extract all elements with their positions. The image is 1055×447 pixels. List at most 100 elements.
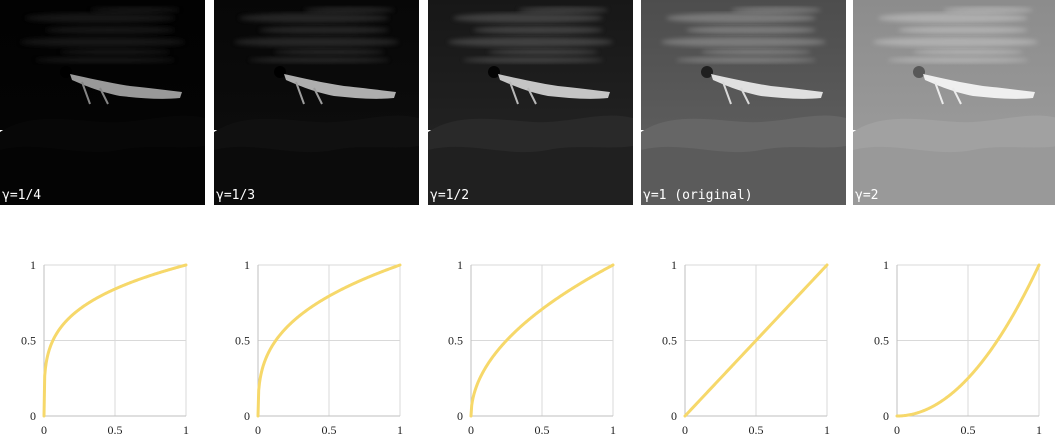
y-tick-label: 0 xyxy=(30,409,36,423)
chart-svg: 0 0.5 1 0 0.5 1 xyxy=(874,258,1042,437)
gamma-curve-chart-5: 0 0.5 1 0 0.5 1 xyxy=(863,252,1053,447)
water-reflection xyxy=(304,7,394,13)
water-reflection xyxy=(518,7,608,13)
y-tick-label: 1 xyxy=(30,258,36,272)
figure-dress xyxy=(923,74,1035,99)
water-reflection xyxy=(463,57,603,63)
rock-shadow xyxy=(853,146,1055,205)
water-reflection xyxy=(873,37,1038,47)
water-reflection xyxy=(488,49,598,55)
x-tick-label: 1 xyxy=(824,423,830,437)
x-tick-label: 1 xyxy=(1036,423,1042,437)
gamma-curve-chart-2: 0 0.5 1 0 0.5 1 xyxy=(224,252,414,447)
photo-panel-1: γ=1/4 xyxy=(0,0,205,205)
photo-image xyxy=(214,0,419,205)
water-reflection xyxy=(686,26,816,34)
figure-head xyxy=(488,66,500,78)
water-reflection xyxy=(20,37,185,47)
photo-label: γ=2 xyxy=(855,188,879,203)
water-reflection xyxy=(90,7,180,13)
gamma-curve-chart-3: 0 0.5 1 0 0.5 1 xyxy=(437,252,627,447)
y-tick-label: 0.5 xyxy=(235,334,250,348)
photo-label: γ=1/2 xyxy=(430,188,470,203)
figure-arms xyxy=(81,81,109,105)
x-tick-label: 0 xyxy=(682,423,688,437)
water-reflection xyxy=(913,49,1023,55)
water-reflection xyxy=(448,37,613,47)
gamma-curve-line xyxy=(256,263,402,418)
photo-panel-2: γ=1/3 xyxy=(214,0,419,205)
x-tick-label: 0.5 xyxy=(108,423,123,437)
y-tick-label: 0 xyxy=(671,409,677,423)
gamma-curve-chart-1: 0 0.5 1 0 0.5 1 xyxy=(10,252,200,447)
water-reflection xyxy=(25,13,175,23)
y-tick-label: 0.5 xyxy=(662,334,677,348)
x-tick-label: 1 xyxy=(610,423,616,437)
photo-label: γ=1/3 xyxy=(216,188,256,203)
water-reflection xyxy=(259,26,389,34)
figure-dress xyxy=(70,74,182,99)
water-reflection xyxy=(943,7,1033,13)
figure-head xyxy=(913,66,925,78)
gamma-curve-line xyxy=(469,263,615,418)
water-reflection xyxy=(898,26,1028,34)
water-reflection xyxy=(701,49,811,55)
figure-dress xyxy=(711,74,823,99)
water-reflection xyxy=(239,13,389,23)
photo-image xyxy=(0,0,205,205)
water-reflection xyxy=(888,57,1028,63)
x-tick-label: 0 xyxy=(894,423,900,437)
x-tick-label: 0.5 xyxy=(961,423,976,437)
figure-head xyxy=(60,66,72,78)
chart-svg: 0 0.5 1 0 0.5 1 xyxy=(662,258,830,437)
y-tick-label: 0 xyxy=(244,409,250,423)
photo-panel-5: γ=2 xyxy=(853,0,1055,205)
photo-image xyxy=(641,0,846,205)
x-tick-label: 0 xyxy=(255,423,261,437)
y-tick-label: 0.5 xyxy=(874,334,889,348)
photo-label: γ=1 (original) xyxy=(643,188,753,203)
gamma-curve-line xyxy=(42,263,188,418)
water-reflection xyxy=(60,49,170,55)
water-reflection xyxy=(731,7,821,13)
chart-svg: 0 0.5 1 0 0.5 1 xyxy=(448,258,616,437)
y-tick-label: 0 xyxy=(457,409,463,423)
photo-panel-4: γ=1 (original) xyxy=(641,0,846,205)
figure-arms xyxy=(934,81,962,105)
rock-shadow xyxy=(0,146,205,205)
photo-panel-3: γ=1/2 xyxy=(428,0,633,205)
x-tick-label: 0 xyxy=(41,423,47,437)
water-reflection xyxy=(661,37,826,47)
figure-dress xyxy=(284,74,396,99)
figure-arms xyxy=(509,81,537,105)
water-reflection xyxy=(234,37,399,47)
figure-head xyxy=(701,66,713,78)
water-reflection xyxy=(473,26,603,34)
y-tick-label: 1 xyxy=(883,258,889,272)
water-reflection xyxy=(676,57,816,63)
gamma-curve-line xyxy=(895,263,1041,418)
y-tick-label: 1 xyxy=(244,258,250,272)
x-tick-label: 0 xyxy=(468,423,474,437)
rock-shadow xyxy=(428,146,633,205)
water-reflection xyxy=(45,26,175,34)
rock-shadow xyxy=(214,146,419,205)
figure-arms xyxy=(722,81,750,105)
water-reflection xyxy=(878,13,1028,23)
chart-svg: 0 0.5 1 0 0.5 1 xyxy=(235,258,403,437)
water-reflection xyxy=(35,57,175,63)
figure-arms xyxy=(295,81,323,105)
photo-image xyxy=(428,0,633,205)
gamma-curve-line xyxy=(683,263,829,418)
rock-shadow xyxy=(641,146,846,205)
water-reflection xyxy=(453,13,603,23)
y-tick-label: 0.5 xyxy=(21,334,36,348)
y-tick-label: 1 xyxy=(457,258,463,272)
x-tick-label: 1 xyxy=(183,423,189,437)
y-tick-label: 0.5 xyxy=(448,334,463,348)
x-tick-label: 1 xyxy=(397,423,403,437)
water-reflection xyxy=(249,57,389,63)
x-tick-label: 0.5 xyxy=(749,423,764,437)
chart-svg: 0 0.5 1 0 0.5 1 xyxy=(21,258,189,437)
gamma-curve-chart-4: 0 0.5 1 0 0.5 1 xyxy=(651,252,841,447)
